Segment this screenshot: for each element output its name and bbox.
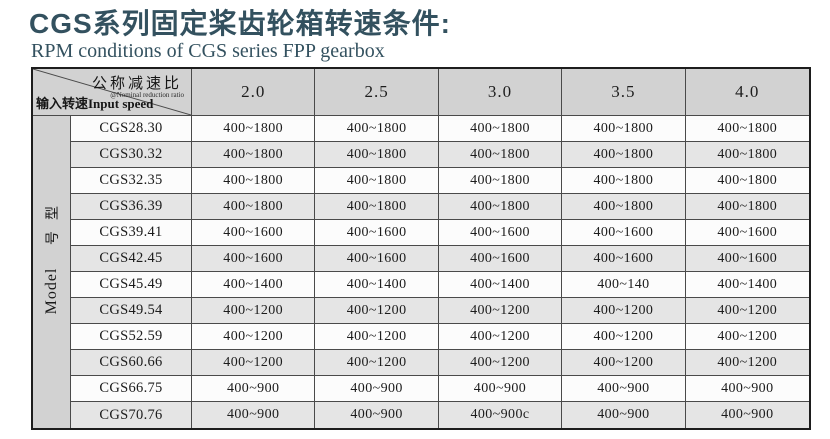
input-speed-label: 输入转速Input speed (36, 96, 154, 111)
rpm-range-cell: 400~900c (438, 402, 563, 428)
rpm-range-cell: 400~1200 (438, 298, 563, 324)
rpm-range-cell: 400~1600 (315, 246, 439, 272)
model-label-cn-char-2: 号 (45, 230, 61, 245)
rpm-range-cell: 400~1800 (438, 194, 563, 220)
rpm-range-cell: 400~1800 (315, 168, 439, 194)
rpm-range-cell: 400~1800 (685, 116, 809, 142)
model-cell: CGS28.30 (71, 116, 192, 142)
ratio-column-header-3-0: 3.0 (438, 69, 563, 116)
rpm-range-cell: 400~900 (315, 376, 439, 402)
rpm-range-cell: 400~1800 (192, 168, 316, 194)
page-subtitle: RPM conditions of CGS series FPP gearbox (31, 40, 385, 62)
rpm-range-cell: 400~900 (562, 376, 686, 402)
model-cell: CGS52.59 (71, 324, 192, 350)
rpm-range-cell: 400~1800 (315, 194, 439, 220)
ratio-column-header-2-5: 2.5 (315, 69, 439, 116)
model-cell: CGS42.45 (71, 246, 192, 272)
model-cell: CGS36.39 (71, 194, 192, 220)
rpm-range-cell: 400~1200 (685, 350, 809, 376)
rpm-range-cell: 400~1600 (685, 246, 809, 272)
rpm-range-cell: 400~1600 (562, 220, 686, 246)
diagonal-divider-line (33, 69, 191, 115)
rpm-range-cell: 400~1800 (192, 142, 316, 168)
page-title: CGS系列固定桨齿轮箱转速条件: (29, 8, 452, 39)
rpm-range-cell: 400~1600 (192, 246, 316, 272)
model-cell: CGS60.66 (71, 350, 192, 376)
rpm-range-cell: 400~1800 (562, 194, 686, 220)
rpm-range-cell: 400~1600 (685, 220, 809, 246)
rpm-range-cell: 400~1600 (192, 220, 316, 246)
rpm-range-cell: 400~1600 (562, 246, 686, 272)
rpm-range-cell: 400~1800 (438, 116, 563, 142)
rpm-range-cell: 400~1800 (685, 142, 809, 168)
rpm-range-cell: 400~1400 (192, 272, 316, 298)
rpm-range-cell: 400~1800 (192, 194, 316, 220)
model-cell: CGS32.35 (71, 168, 192, 194)
rpm-range-cell: 400~900 (438, 376, 563, 402)
rpm-range-cell: 400~1400 (685, 272, 809, 298)
rpm-range-cell: 400~1200 (685, 298, 809, 324)
rpm-range-cell: 400~1200 (562, 324, 686, 350)
rpm-range-cell: 400~1600 (438, 246, 563, 272)
rpm-range-cell: 400~1200 (315, 324, 439, 350)
rpm-range-cell: 400~1400 (315, 272, 439, 298)
rpm-range-cell: 400~1800 (685, 194, 809, 220)
model-cell: CGS45.49 (71, 272, 192, 298)
rpm-range-cell: 400~1600 (438, 220, 563, 246)
rpm-range-cell: 400~1200 (192, 324, 316, 350)
rpm-range-cell: 400~140 (562, 272, 686, 298)
table-corner-cell: 公称减速比 @Nominal reduction ratio 输入转速Input… (33, 69, 192, 116)
ratio-column-header-3-5: 3.5 (562, 69, 686, 116)
rpm-range-cell: 400~1800 (562, 168, 686, 194)
model-cell: CGS30.32 (71, 142, 192, 168)
rpm-range-cell: 400~1200 (562, 350, 686, 376)
rpm-range-cell: 400~1200 (685, 324, 809, 350)
model-cell: CGS70.76 (71, 402, 192, 428)
rpm-range-cell: 400~1800 (315, 116, 439, 142)
model-cell: CGS66.75 (71, 376, 192, 402)
model-axis-label: 型 号 Model (33, 116, 71, 428)
rpm-range-cell: 400~1800 (562, 142, 686, 168)
rpm-range-cell: 400~1800 (685, 168, 809, 194)
rpm-table: 公称减速比 @Nominal reduction ratio 输入转速Input… (31, 67, 811, 430)
rpm-range-cell: 400~900 (192, 402, 316, 428)
model-cell: CGS49.54 (71, 298, 192, 324)
nominal-reduction-ratio-label-en: @Nominal reduction ratio (110, 91, 184, 99)
rpm-range-cell: 400~900 (315, 402, 439, 428)
rpm-range-cell: 400~900 (562, 402, 686, 428)
rpm-range-cell: 400~900 (192, 376, 316, 402)
rpm-range-cell: 400~1200 (315, 298, 439, 324)
rpm-range-cell: 400~1200 (438, 350, 563, 376)
model-label-cn-char-1: 型 (45, 205, 61, 220)
rpm-range-cell: 400~1800 (438, 142, 563, 168)
rpm-range-cell: 400~1200 (438, 324, 563, 350)
rpm-range-cell: 400~1800 (438, 168, 563, 194)
rpm-range-cell: 400~1200 (192, 350, 316, 376)
ratio-column-header-2-0: 2.0 (192, 69, 316, 116)
ratio-column-header-4-0: 4.0 (685, 69, 809, 116)
rpm-range-cell: 400~1200 (192, 298, 316, 324)
rpm-range-cell: 400~1200 (562, 298, 686, 324)
rpm-range-cell: 400~1800 (562, 116, 686, 142)
rpm-range-cell: 400~1800 (192, 116, 316, 142)
rpm-range-cell: 400~1400 (438, 272, 563, 298)
model-cell: CGS39.41 (71, 220, 192, 246)
rpm-range-cell: 400~900 (685, 376, 809, 402)
nominal-reduction-ratio-label-cn: 公称减速比 (91, 76, 182, 92)
rpm-range-cell: 400~900 (685, 402, 809, 428)
rpm-range-cell: 400~1600 (315, 220, 439, 246)
model-label-en: Model (42, 267, 60, 315)
rpm-range-cell: 400~1800 (315, 142, 439, 168)
rpm-range-cell: 400~1200 (315, 350, 439, 376)
